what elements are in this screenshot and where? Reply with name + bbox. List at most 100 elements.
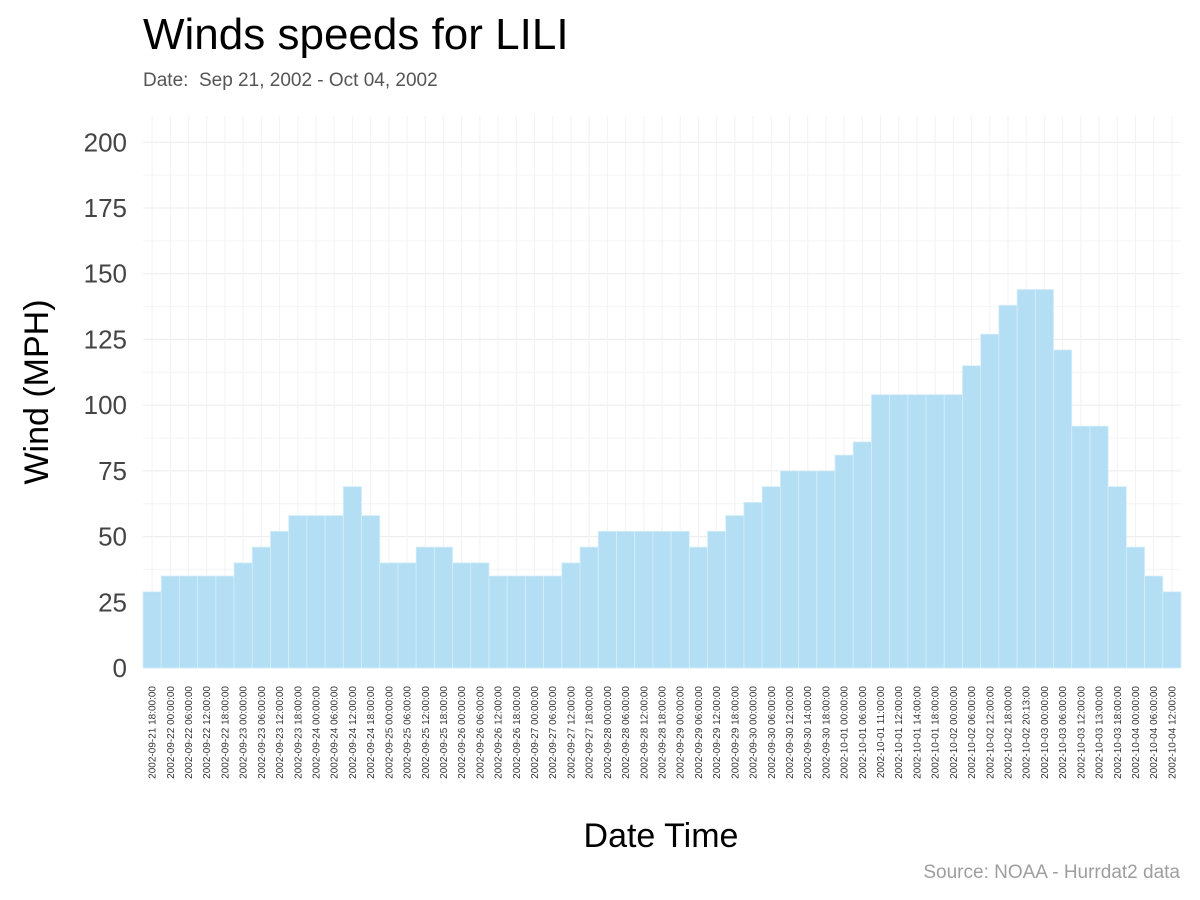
x-tick-label: 2002-09-29 00:00:00 — [676, 686, 687, 779]
bar — [179, 575, 199, 669]
x-tick-label: 2002-10-03 00:00:00 — [1040, 686, 1051, 779]
bar — [1034, 289, 1054, 669]
bar — [306, 515, 326, 669]
y-tick-label: 200 — [84, 127, 127, 157]
bar — [543, 575, 563, 669]
bar — [1162, 591, 1182, 669]
x-tick-label: 2002-09-30 12:00:00 — [785, 686, 796, 779]
x-tick-label: 2002-09-25 00:00:00 — [384, 686, 395, 779]
y-axis-title: Wind (MPH) — [18, 299, 56, 484]
y-tick-label: 25 — [98, 587, 127, 617]
x-tick-label: 2002-10-02 20:13:00 — [1022, 686, 1033, 779]
x-tick-label: 2002-10-02 18:00:00 — [1004, 686, 1015, 779]
x-tick-label: 2002-10-04 06:00:00 — [1149, 686, 1160, 779]
bar — [834, 454, 854, 669]
bar — [488, 575, 508, 669]
bar — [871, 394, 891, 669]
x-tick-label: 2002-10-04 00:00:00 — [1131, 686, 1142, 779]
y-tick-label: 175 — [84, 193, 127, 223]
bar — [342, 486, 362, 669]
bar — [943, 394, 963, 669]
y-axis-ticks: 0 25 50 75 100 125 150 175 200 — [84, 127, 127, 683]
x-tick-label: 2002-10-02 06:00:00 — [967, 686, 978, 779]
bar — [779, 470, 799, 669]
bar — [707, 530, 727, 669]
bar — [652, 530, 672, 669]
x-tick-label: 2002-09-28 18:00:00 — [658, 686, 669, 779]
x-tick-label: 2002-10-04 12:00:00 — [1167, 686, 1178, 779]
chart-title: Winds speeds for LILI — [143, 10, 569, 59]
chart-subtitle: Date: Sep 21, 2002 - Oct 04, 2002 — [143, 70, 438, 91]
x-tick-label: 2002-09-29 12:00:00 — [712, 686, 723, 779]
x-tick-label: 2002-09-23 12:00:00 — [275, 686, 286, 779]
bar — [142, 591, 162, 669]
x-axis-title: Date Time — [584, 817, 739, 855]
bar — [1071, 425, 1091, 669]
bar — [215, 575, 235, 669]
bar — [616, 530, 636, 669]
bar — [470, 562, 490, 669]
bar — [288, 515, 308, 669]
x-tick-label: 2002-09-29 06:00:00 — [694, 686, 705, 779]
x-tick-label: 2002-09-22 12:00:00 — [202, 686, 213, 779]
bar — [1144, 575, 1164, 669]
bar — [361, 515, 381, 669]
bar — [251, 546, 271, 669]
x-tick-label: 2002-09-27 18:00:00 — [585, 686, 596, 779]
x-tick-label: 2002-10-01 00:00:00 — [840, 686, 851, 779]
y-tick-label: 0 — [113, 653, 127, 683]
bar — [925, 394, 945, 669]
x-tick-label: 2002-09-28 06:00:00 — [621, 686, 632, 779]
x-tick-label: 2002-09-29 18:00:00 — [730, 686, 741, 779]
x-tick-label: 2002-10-01 12:00:00 — [894, 686, 905, 779]
x-tick-label: 2002-09-27 12:00:00 — [566, 686, 577, 779]
bar — [561, 562, 581, 669]
bar — [743, 501, 763, 669]
bar — [907, 394, 927, 669]
bar — [1053, 349, 1073, 669]
bar — [1016, 289, 1036, 669]
bar — [525, 575, 545, 669]
x-tick-label: 2002-09-22 06:00:00 — [184, 686, 195, 779]
bar — [688, 546, 708, 669]
x-tick-label: 2002-09-22 18:00:00 — [220, 686, 231, 779]
x-tick-label: 2002-10-01 18:00:00 — [931, 686, 942, 779]
x-tick-label: 2002-09-30 14:00:00 — [803, 686, 814, 779]
x-tick-label: 2002-09-21 18:00:00 — [148, 686, 159, 779]
y-tick-label: 50 — [98, 522, 127, 552]
bar — [816, 470, 836, 669]
x-tick-label: 2002-09-23 06:00:00 — [257, 686, 268, 779]
bar — [197, 575, 217, 669]
bar — [980, 333, 1000, 669]
x-tick-label: 2002-10-03 18:00:00 — [1113, 686, 1124, 779]
x-tick-label: 2002-10-01 14:00:00 — [912, 686, 923, 779]
x-tick-label: 2002-10-01 11:00:00 — [876, 686, 887, 779]
bar — [798, 470, 818, 669]
bar — [852, 441, 872, 669]
x-tick-label: 2002-09-23 18:00:00 — [293, 686, 304, 779]
x-tick-label: 2002-09-27 00:00:00 — [530, 686, 541, 779]
bars — [142, 289, 1182, 669]
x-axis-ticks: 2002-09-21 18:00:00 2002-09-22 00:00:00 20… — [148, 686, 1179, 779]
bar — [725, 515, 745, 669]
bar — [233, 562, 253, 669]
bar — [160, 575, 180, 669]
x-tick-label: 2002-09-28 12:00:00 — [639, 686, 650, 779]
bar — [270, 530, 290, 669]
x-tick-label: 2002-09-24 06:00:00 — [330, 686, 341, 779]
bar — [761, 486, 781, 669]
x-tick-label: 2002-10-01 06:00:00 — [858, 686, 869, 779]
y-tick-label: 150 — [84, 259, 127, 289]
x-tick-label: 2002-10-03 13:00:00 — [1095, 686, 1106, 779]
bar — [670, 530, 690, 669]
x-tick-label: 2002-09-28 00:00:00 — [603, 686, 614, 779]
source-caption: Source: NOAA - Hurrdat2 data — [923, 862, 1180, 883]
x-tick-label: 2002-09-23 00:00:00 — [239, 686, 250, 779]
bar — [597, 530, 617, 669]
x-tick-label: 2002-09-22 00:00:00 — [166, 686, 177, 779]
x-tick-label: 2002-10-03 12:00:00 — [1076, 686, 1087, 779]
bar — [962, 365, 982, 669]
bar — [889, 394, 909, 669]
x-tick-label: 2002-10-02 12:00:00 — [985, 686, 996, 779]
